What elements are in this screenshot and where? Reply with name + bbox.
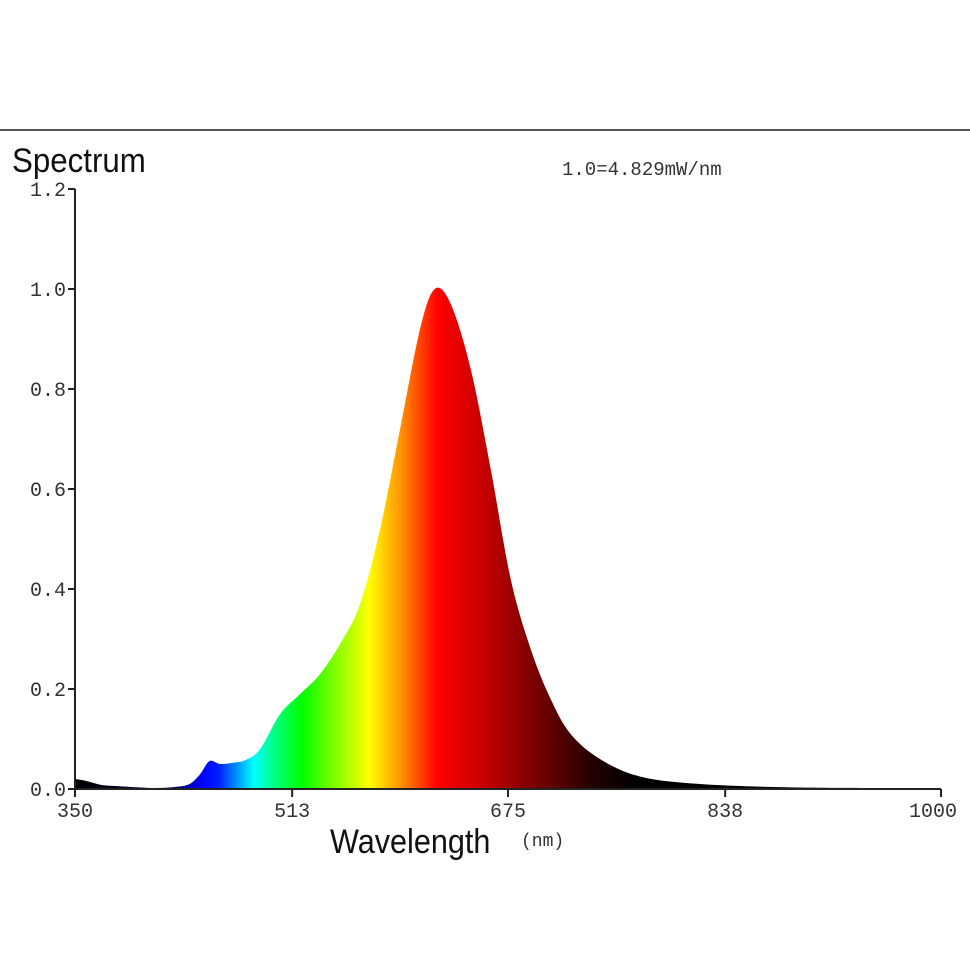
- chart-title: Spectrum: [12, 141, 146, 180]
- x-axis-unit: (nm): [521, 832, 564, 852]
- y-tick-label: 0.8: [30, 380, 66, 403]
- x-tick-label: 513: [274, 801, 310, 824]
- y-tick-label: 0.0: [30, 780, 66, 803]
- scale-annotation: 1.0=4.829mW/nm: [562, 159, 722, 181]
- y-tick-label: 1.2: [30, 180, 66, 203]
- spectrum-area: [75, 287, 941, 789]
- x-axis-label: Wavelength: [330, 823, 490, 861]
- x-tick-label: 350: [57, 801, 93, 824]
- x-tick-label: 1000: [909, 801, 957, 824]
- y-tick-label: 0.6: [30, 480, 66, 503]
- x-tick-label: 675: [490, 801, 526, 824]
- top-border-line: [0, 129, 970, 131]
- y-tick-label: 1.0: [30, 280, 66, 303]
- y-tick-label: 0.4: [30, 580, 66, 603]
- y-tick-label: 0.2: [30, 680, 66, 703]
- x-tick-label: 838: [707, 801, 743, 824]
